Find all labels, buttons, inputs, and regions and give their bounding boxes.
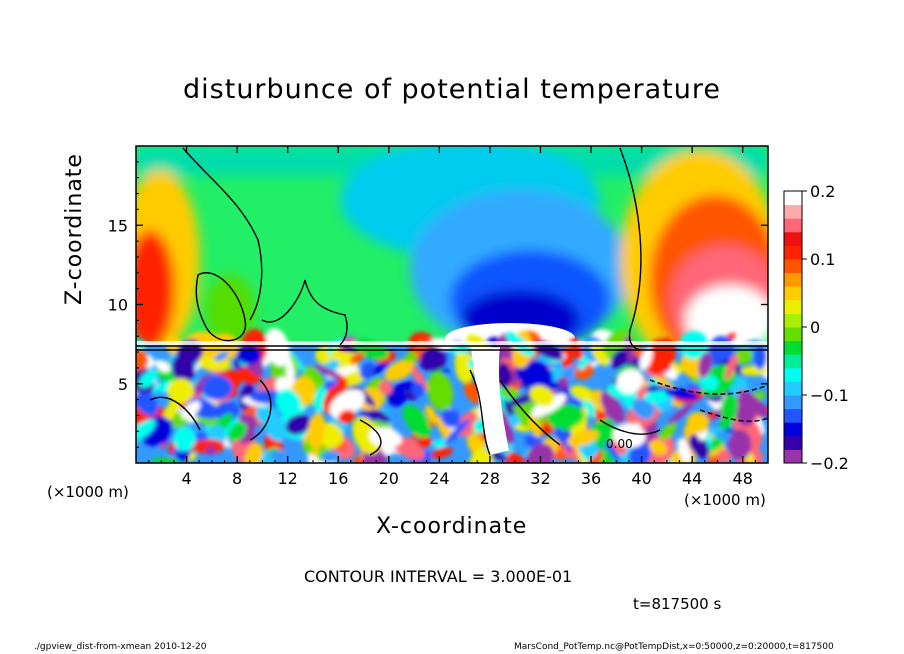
contour-line [149, 396, 201, 431]
colorbar-swatch [784, 367, 802, 382]
footer-data-source: MarsCond_PotTemp.nc@PotTempDist,x=0:5000… [514, 642, 834, 652]
colorbar-swatch [784, 218, 802, 233]
x-axis: 4 8 12 16 20 24 28 32 36 40 44 48 [148, 146, 756, 488]
x-tick-label: 4 [181, 469, 191, 488]
colorbar-swatch [784, 449, 802, 464]
x-tick-label: 44 [682, 469, 702, 488]
colorbar-tick-label: 0 [810, 318, 820, 337]
x-axis-label: X-coordinate [376, 514, 528, 539]
colorbar-swatch [784, 259, 802, 274]
x-axis-unit-right: (×1000 m) [684, 491, 766, 509]
colorbar-tick-label: 0.1 [810, 250, 835, 269]
colorbar-swatch [784, 408, 802, 423]
colorbar-swatch [784, 354, 802, 369]
colorbar-swatch [784, 422, 802, 437]
x-axis-unit-left: (×1000 m) [47, 483, 129, 501]
colorbar-swatch [784, 286, 802, 301]
contour-line [599, 419, 661, 435]
x-tick-label: 12 [278, 469, 298, 488]
contour-line [499, 379, 561, 446]
colorbar-swatch [784, 395, 802, 410]
colorbar-tick-label: −0.1 [810, 386, 849, 405]
footer-script-name: ./gpview_dist-from-xmean 2010-12-20 [34, 642, 207, 652]
colorbar-swatch [784, 204, 802, 219]
colorbar [784, 191, 802, 464]
chart-title: disturbunce of potential temperature [183, 74, 721, 105]
y-tick-label: 10 [108, 296, 128, 315]
y-axis: 5 10 15 [108, 161, 768, 448]
x-tick-label: 16 [328, 469, 348, 488]
colorbar-swatch [784, 313, 802, 328]
colorbar-swatch [784, 340, 802, 355]
x-tick-label: 24 [429, 469, 449, 488]
contour-value-label: 0.00 [606, 437, 633, 451]
colorbar-swatch [784, 299, 802, 314]
colorbar-swatch [784, 272, 802, 287]
y-tick-label: 15 [108, 216, 128, 235]
x-tick-label: 28 [480, 469, 500, 488]
contour-line [469, 369, 491, 456]
colorbar-swatch [784, 191, 802, 206]
colorbar-axis: 0.2 0.1 0 −0.1 −0.2 [802, 182, 849, 473]
y-tick-label: 5 [118, 375, 128, 394]
x-tick-label: 8 [232, 469, 242, 488]
time-label: t=817500 s [633, 595, 722, 613]
contour-interval-label: CONTOUR INTERVAL = 3.000E-01 [304, 567, 573, 586]
x-tick-label: 48 [733, 469, 753, 488]
turbulent-layer [136, 328, 768, 463]
colorbar-swatch [784, 327, 802, 342]
heatmap-field [136, 146, 768, 463]
colorbar-swatch [784, 435, 802, 450]
contour-line [182, 147, 263, 321]
contour-line [261, 279, 348, 346]
x-tick-label: 40 [631, 469, 651, 488]
x-tick-label: 32 [530, 469, 550, 488]
colorbar-swatch [784, 245, 802, 260]
contour-line [649, 379, 768, 395]
contour-line [195, 272, 247, 342]
colorbar-tick-label: 0.2 [810, 182, 835, 201]
x-tick-label: 36 [581, 469, 601, 488]
contour-line [249, 379, 272, 441]
contour-line [699, 409, 768, 422]
colorbar-swatch [784, 381, 802, 396]
colorbar-tick-label: −0.2 [810, 454, 849, 473]
contour-line [619, 147, 642, 351]
contour-line [359, 419, 382, 456]
x-tick-label: 20 [379, 469, 399, 488]
contour-lines [136, 147, 768, 456]
colorbar-swatch [784, 231, 802, 246]
